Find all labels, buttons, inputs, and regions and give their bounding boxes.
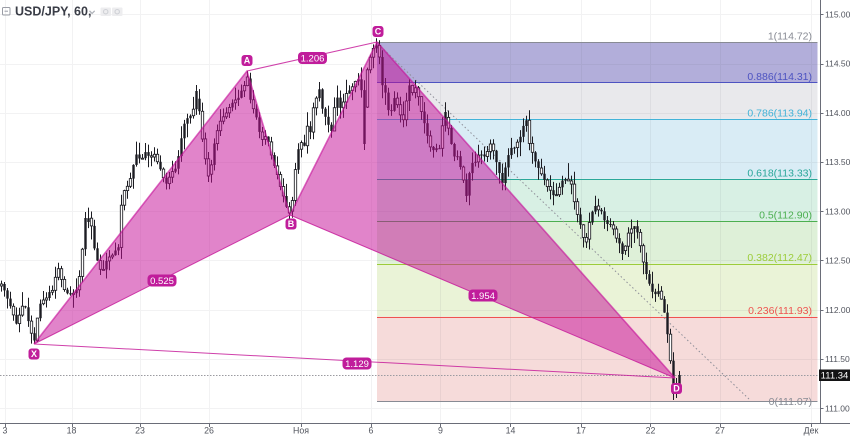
svg-text:0.886(114.31): 0.886(114.31) [747, 71, 812, 83]
svg-text:112.50: 112.50 [825, 256, 850, 266]
svg-text:0.382(112.47): 0.382(112.47) [747, 252, 812, 264]
svg-text:1.129: 1.129 [345, 359, 369, 370]
svg-text:115.00: 115.00 [825, 10, 850, 20]
svg-text:114.50: 114.50 [825, 59, 850, 69]
svg-text:0.786(113.94): 0.786(113.94) [747, 107, 812, 119]
svg-text:0.618(113.33): 0.618(113.33) [747, 167, 812, 179]
svg-text:1.954: 1.954 [471, 291, 495, 302]
svg-text:22: 22 [646, 426, 656, 436]
svg-text:6: 6 [369, 426, 374, 436]
svg-text:27: 27 [715, 426, 725, 436]
svg-text:D: D [673, 384, 680, 394]
svg-text:17: 17 [576, 426, 586, 436]
svg-text:1(114.72): 1(114.72) [768, 31, 812, 43]
svg-text:113.50: 113.50 [825, 157, 850, 167]
svg-text:18: 18 [67, 426, 77, 436]
svg-text:112.00: 112.00 [825, 305, 850, 315]
svg-text:0.5(112.90): 0.5(112.90) [759, 210, 812, 222]
svg-text:26: 26 [204, 426, 214, 436]
svg-text:X: X [31, 349, 37, 359]
svg-text:Ноя: Ноя [293, 426, 309, 436]
svg-text:14: 14 [506, 426, 516, 436]
svg-text:3: 3 [3, 426, 8, 436]
svg-text:111.50: 111.50 [825, 354, 850, 364]
svg-text:USD/JPY, 60,: USD/JPY, 60, [15, 5, 91, 19]
svg-text:Дек: Дек [804, 426, 819, 436]
svg-text:0.525: 0.525 [150, 276, 174, 287]
svg-text:111.00: 111.00 [825, 403, 850, 413]
svg-text:B: B [288, 219, 295, 229]
svg-text:1.206: 1.206 [301, 53, 325, 64]
svg-text:114.00: 114.00 [825, 108, 850, 118]
svg-text:113.00: 113.00 [825, 206, 850, 216]
svg-text:C: C [375, 27, 382, 37]
svg-text:0(111.07): 0(111.07) [769, 396, 812, 408]
svg-text:23: 23 [135, 426, 145, 436]
svg-text:0.236(111.93): 0.236(111.93) [748, 305, 812, 317]
svg-text:9: 9 [438, 426, 443, 436]
svg-text:111.34: 111.34 [821, 371, 849, 382]
svg-text:A: A [244, 56, 251, 66]
